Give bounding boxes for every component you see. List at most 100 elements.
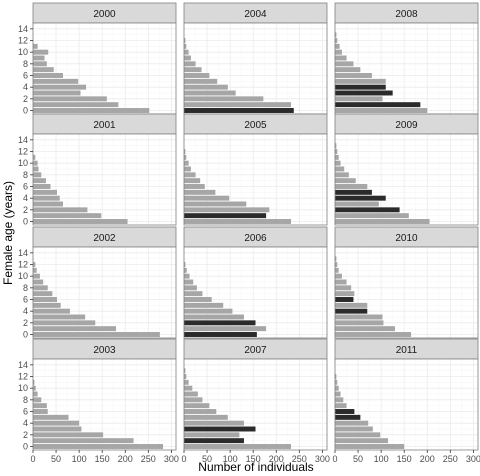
bar <box>184 55 191 61</box>
bar <box>33 326 117 332</box>
y-tick-label: 2 <box>23 94 28 104</box>
y-tick-label: 14 <box>18 135 28 145</box>
bar <box>33 102 119 108</box>
bar <box>184 195 230 201</box>
bar <box>335 391 341 397</box>
bar <box>184 438 244 444</box>
bar <box>184 320 256 326</box>
y-tick-label: 10 <box>18 47 28 57</box>
bar <box>184 273 190 279</box>
panel-border <box>334 133 479 226</box>
bar <box>33 213 102 219</box>
bar <box>184 184 205 189</box>
x-tick-label: 0 <box>332 454 337 464</box>
bar <box>33 207 88 213</box>
panel-border <box>183 358 328 451</box>
y-tick-label: 2 <box>23 318 28 328</box>
bar <box>335 102 421 108</box>
bar <box>335 385 339 391</box>
facet-title: 2002 <box>93 233 116 244</box>
bar <box>335 73 372 78</box>
bar <box>335 420 369 426</box>
bar <box>335 409 355 414</box>
y-tick-label: 12 <box>18 260 28 270</box>
bar <box>184 308 233 314</box>
y-tick-label: 14 <box>18 360 28 370</box>
bar <box>335 207 400 213</box>
bar <box>335 96 383 102</box>
y-tick-label: 10 <box>18 158 28 168</box>
bar <box>184 78 218 84</box>
bar <box>335 32 337 38</box>
bar <box>335 438 389 444</box>
bar <box>184 314 244 320</box>
bar <box>335 256 337 262</box>
bar <box>33 184 51 189</box>
bar <box>33 78 79 84</box>
facet-title: 2005 <box>244 120 267 131</box>
bar <box>184 160 189 166</box>
bar <box>184 426 256 432</box>
bar <box>184 219 292 224</box>
bar <box>33 426 82 432</box>
bar <box>335 84 386 90</box>
x-tick-label: 50 <box>353 454 363 464</box>
bar <box>335 172 349 178</box>
bar <box>335 397 344 403</box>
bar <box>184 279 194 285</box>
bar <box>33 96 107 102</box>
bar <box>335 297 354 302</box>
y-tick-label: 0 <box>23 106 28 116</box>
bar <box>184 297 212 302</box>
bar <box>33 55 45 61</box>
x-tick-label: 300 <box>164 454 179 464</box>
bar <box>335 154 339 160</box>
y-tick-label: 4 <box>23 82 28 92</box>
y-tick-label: 2 <box>23 205 28 215</box>
bar <box>184 432 240 438</box>
bar <box>335 143 337 149</box>
y-tick-label: 8 <box>23 170 28 180</box>
y-tick-label: 0 <box>23 217 28 227</box>
x-tick-label: 200 <box>118 454 133 464</box>
bar <box>184 285 197 291</box>
bar <box>33 379 35 385</box>
bar <box>335 178 356 184</box>
bar <box>184 403 210 409</box>
bar <box>184 332 257 337</box>
x-tick-label: 0 <box>30 454 35 464</box>
bar <box>184 397 203 403</box>
bar <box>335 403 347 409</box>
bar <box>33 189 57 195</box>
bar <box>335 49 342 55</box>
bar <box>184 43 187 49</box>
facet-title: 2010 <box>395 233 418 244</box>
y-tick-label: 6 <box>23 407 28 417</box>
bar <box>184 49 189 55</box>
facet-title: 2000 <box>93 9 116 20</box>
bar <box>184 379 189 385</box>
x-tick-label: 50 <box>202 454 212 464</box>
bar <box>335 61 354 67</box>
bar <box>184 409 217 414</box>
x-tick-label: 100 <box>72 454 87 464</box>
x-tick-label: 150 <box>95 454 110 464</box>
bar <box>335 160 341 166</box>
bar <box>335 166 345 172</box>
bar <box>184 154 187 160</box>
bar <box>335 149 338 154</box>
bar <box>33 67 54 73</box>
x-tick-label: 200 <box>269 454 284 464</box>
bar <box>184 67 202 73</box>
x-tick-label: 100 <box>223 454 238 464</box>
facet-title: 2006 <box>244 233 267 244</box>
bar <box>33 397 42 403</box>
bar <box>33 166 39 172</box>
facet-panel: 2006 <box>183 226 328 339</box>
y-tick-label: 14 <box>18 248 28 258</box>
bar <box>335 426 373 432</box>
bar <box>335 184 368 189</box>
bar <box>335 302 368 308</box>
